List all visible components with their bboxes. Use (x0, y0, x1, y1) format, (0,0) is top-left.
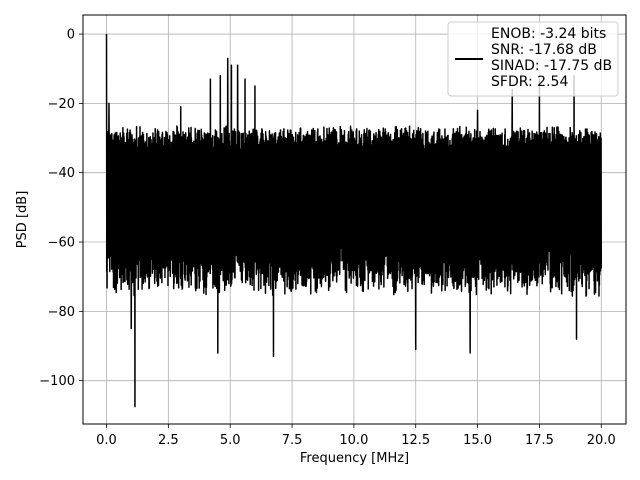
y-tick-label: −20 (48, 97, 75, 112)
y-axis-label: PSD [dB] (15, 191, 30, 249)
x-axis-label: Frequency [MHz] (300, 451, 409, 466)
y-tick-label: −40 (48, 166, 75, 181)
legend-box (447, 21, 619, 97)
plot-area (105, 34, 603, 408)
y-tick-label: −60 (48, 236, 75, 251)
y-tick-label: −80 (48, 305, 75, 320)
legend-entry: SNR: -17.68 dB (491, 42, 597, 58)
axes-frame (82, 14, 627, 425)
y-axis-ticks: 0 −20 −40 −60 −80 −100 (39, 28, 83, 389)
legend-entry: ENOB: -3.24 bits (491, 26, 606, 42)
psd-series-line (105, 34, 603, 408)
x-tick-label: 7.5 (282, 433, 303, 448)
x-tick-label: 2.5 (158, 433, 179, 448)
x-tick-label: 5.0 (220, 433, 241, 448)
y-tick-label: 0 (67, 28, 75, 43)
x-tick-label: 17.5 (525, 433, 554, 448)
x-tick-label: 0.0 (96, 433, 117, 448)
x-tick-label: 20.0 (587, 433, 616, 448)
x-tick-label: 10.0 (339, 433, 368, 448)
y-tick-label: −100 (39, 374, 75, 389)
x-tick-label: 15.0 (463, 433, 492, 448)
legend-entry: SINAD: -17.75 dB (491, 58, 612, 74)
x-tick-label: 12.5 (401, 433, 430, 448)
legend-entry: SFDR: 2.54 (491, 74, 568, 90)
x-axis-ticks: 0.0 2.5 5.0 7.5 10.0 12.5 15.0 17.5 20.0 (96, 424, 616, 448)
